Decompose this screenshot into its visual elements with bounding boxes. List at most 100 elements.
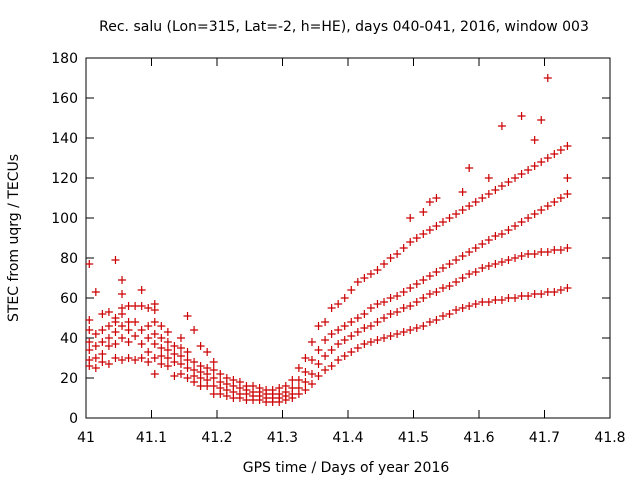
data-point (465, 302, 474, 310)
data-point (209, 366, 218, 374)
data-point (124, 354, 133, 362)
data-point (550, 198, 559, 206)
data-point (314, 360, 323, 368)
data-point (347, 332, 356, 340)
data-point (216, 370, 225, 378)
data-point (471, 300, 480, 308)
data-point (347, 348, 356, 356)
data-point (550, 150, 559, 158)
data-point (465, 164, 474, 172)
data-point (176, 344, 185, 352)
data-point (380, 314, 389, 322)
data-point (412, 234, 421, 242)
data-point (209, 382, 218, 390)
data-point (150, 354, 159, 362)
data-point (327, 362, 336, 370)
data-point (360, 324, 369, 332)
data-point (176, 352, 185, 360)
y-tick-label: 180 (51, 51, 78, 67)
data-point (406, 326, 415, 334)
data-point (530, 250, 539, 258)
data-point (301, 386, 310, 394)
data-point (458, 304, 467, 312)
data-point (307, 338, 316, 346)
data-point (222, 374, 231, 382)
data-point (511, 294, 520, 302)
data-point (157, 344, 166, 352)
data-point (484, 236, 493, 244)
data-point (249, 382, 258, 390)
data-point (504, 256, 513, 264)
data-point (504, 226, 513, 234)
data-point (406, 302, 415, 310)
data-point (307, 370, 316, 378)
data-point (563, 190, 572, 198)
data-point (438, 312, 447, 320)
data-point (176, 334, 185, 342)
data-point (157, 322, 166, 330)
data-point (124, 326, 133, 334)
data-point (183, 348, 192, 356)
data-point (321, 366, 330, 374)
y-axis-label: STEC from uqrg / TECUs (6, 154, 22, 322)
data-point (203, 364, 212, 372)
data-point (524, 214, 533, 222)
data-point (537, 158, 546, 166)
data-point (281, 382, 290, 390)
x-tick-label: 41.7 (529, 430, 560, 446)
data-point (399, 244, 408, 252)
data-point (556, 286, 565, 294)
data-point (340, 352, 349, 360)
data-point (118, 356, 127, 364)
chart-title: Rec. salu (Lon=315, Lat=-2, h=HE), days … (99, 19, 589, 35)
data-point (196, 342, 205, 350)
data-point (353, 278, 362, 286)
data-point (118, 322, 127, 330)
data-point (98, 350, 107, 358)
data-point (150, 340, 159, 348)
data-point (137, 302, 146, 310)
data-point (432, 194, 441, 202)
data-point (150, 330, 159, 338)
y-tick-label: 160 (51, 91, 78, 107)
data-point (314, 372, 323, 380)
data-point (445, 214, 454, 222)
y-tick-label: 20 (60, 371, 78, 387)
data-point (347, 318, 356, 326)
data-point (530, 162, 539, 170)
data-point (85, 356, 94, 364)
data-point (144, 334, 153, 342)
data-point (517, 112, 526, 120)
data-point (445, 282, 454, 290)
y-tick-label: 120 (51, 171, 78, 187)
data-point (563, 142, 572, 150)
data-point (432, 316, 441, 324)
data-point (432, 222, 441, 230)
data-point (176, 360, 185, 368)
data-point (190, 326, 199, 334)
data-point (563, 174, 572, 182)
data-point (537, 290, 546, 298)
y-tick-label: 0 (69, 411, 78, 427)
data-point (137, 354, 146, 362)
data-point (334, 300, 343, 308)
data-point (144, 358, 153, 366)
data-point (524, 166, 533, 174)
data-point (484, 262, 493, 270)
data-point (111, 256, 120, 264)
data-point (524, 292, 533, 300)
x-tick-label: 41.1 (136, 430, 167, 446)
data-point (190, 366, 199, 374)
data-point (314, 322, 323, 330)
data-point (163, 346, 172, 354)
data-point (406, 284, 415, 292)
data-point (425, 290, 434, 298)
data-point (366, 322, 375, 330)
data-point (445, 310, 454, 318)
data-point (294, 376, 303, 384)
data-point (366, 338, 375, 346)
data-point (144, 348, 153, 356)
data-point (104, 342, 113, 350)
data-point (301, 354, 310, 362)
data-point (458, 252, 467, 260)
